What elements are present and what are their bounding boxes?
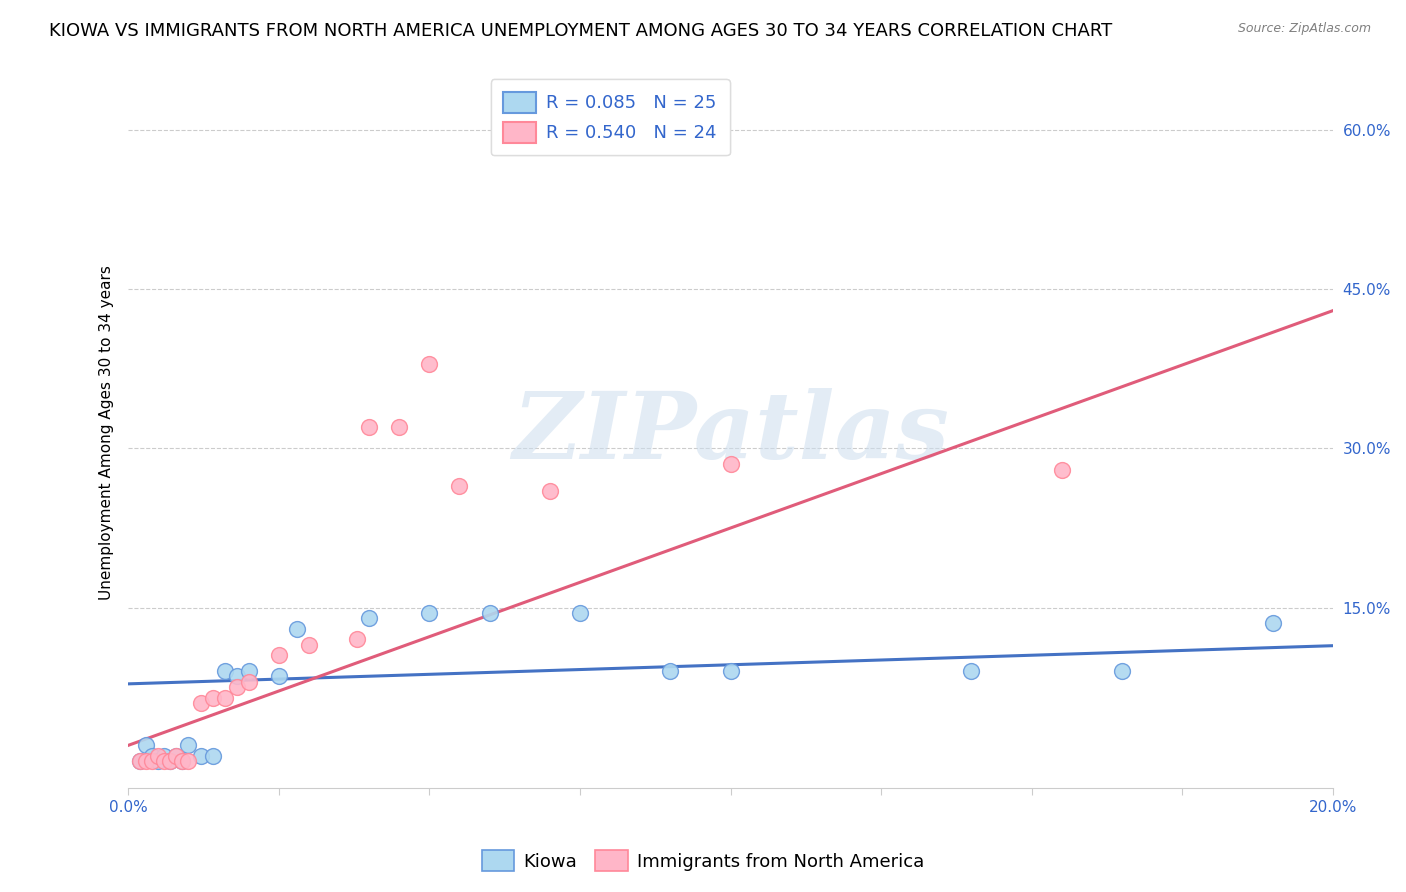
Point [388,420,411,434]
Text: Source: ZipAtlas.com: Source: ZipAtlas.com [1237,22,1371,36]
Point [298,638,321,652]
Point [238,664,260,678]
Point [148,748,170,763]
Point [214,690,236,705]
Point [153,748,176,763]
Point [172,754,194,768]
Point [153,754,176,768]
Point [285,622,308,636]
Point [720,458,742,472]
Point [659,664,682,678]
Point [165,748,187,763]
Point [201,690,224,705]
Point [449,478,471,492]
Point [538,483,561,498]
Point [359,611,381,625]
Point [141,754,163,768]
Point [177,739,200,753]
Point [214,664,236,678]
Point [159,754,181,768]
Point [418,606,440,620]
Point [720,664,742,678]
Point [359,420,381,434]
Point [201,748,224,763]
Point [267,669,290,683]
Point [478,606,501,620]
Point [568,606,591,620]
Point [346,632,368,647]
Point [1261,616,1284,631]
Point [148,754,170,768]
Point [190,696,212,710]
Point [960,664,983,678]
Text: KIOWA VS IMMIGRANTS FROM NORTH AMERICA UNEMPLOYMENT AMONG AGES 30 TO 34 YEARS CO: KIOWA VS IMMIGRANTS FROM NORTH AMERICA U… [49,22,1112,40]
Point [141,748,163,763]
Point [165,748,187,763]
Point [267,648,290,663]
Legend: R = 0.085   N = 25, R = 0.540   N = 24: R = 0.085 N = 25, R = 0.540 N = 24 [491,79,730,155]
Point [1111,664,1133,678]
Point [190,748,212,763]
Point [129,754,152,768]
Point [1050,463,1073,477]
Point [135,739,157,753]
Point [225,669,247,683]
Legend: Kiowa, Immigrants from North America: Kiowa, Immigrants from North America [475,843,931,879]
Point [135,754,157,768]
Point [225,680,247,694]
Point [159,754,181,768]
Point [172,754,194,768]
Point [418,357,440,371]
Text: ZIPatlas: ZIPatlas [512,388,949,477]
Point [238,674,260,689]
Point [177,754,200,768]
Point [129,754,152,768]
Y-axis label: Unemployment Among Ages 30 to 34 years: Unemployment Among Ages 30 to 34 years [100,265,114,600]
